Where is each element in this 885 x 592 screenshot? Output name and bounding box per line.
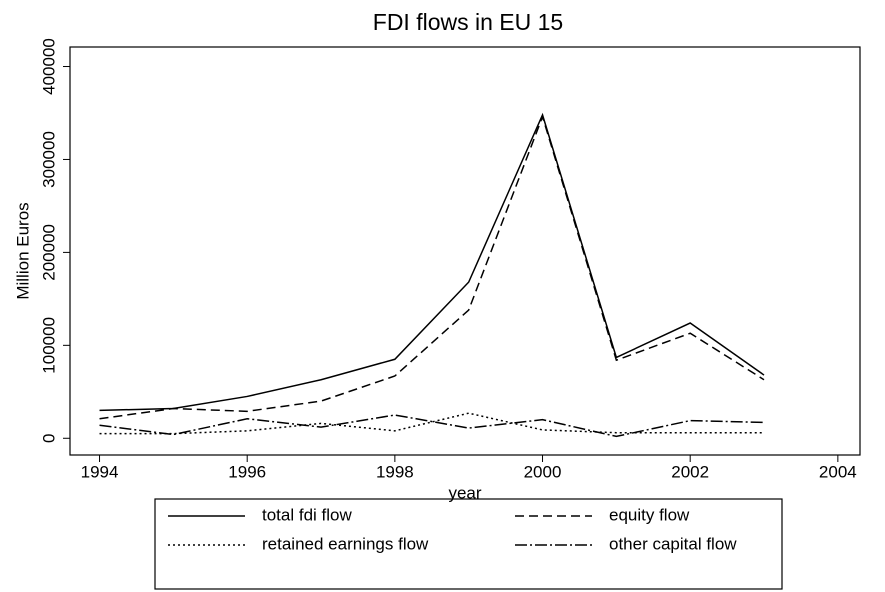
x-axis-label: year bbox=[448, 483, 481, 502]
legend-label: total fdi flow bbox=[262, 505, 352, 524]
series-line bbox=[99, 112, 765, 412]
chart-title: FDI flows in EU 15 bbox=[373, 9, 563, 35]
x-tick-label: 2000 bbox=[524, 462, 562, 481]
legend-label: retained earnings flow bbox=[262, 534, 429, 553]
x-tick-label: 2002 bbox=[671, 462, 709, 481]
series-line bbox=[99, 114, 765, 420]
y-tick-label: 100000 bbox=[39, 317, 58, 374]
x-tick-label: 1998 bbox=[376, 462, 414, 481]
y-tick-label: 200000 bbox=[39, 224, 58, 281]
plot-frame bbox=[69, 46, 861, 456]
x-tick-label: 1996 bbox=[228, 462, 266, 481]
legend-box bbox=[154, 498, 783, 590]
x-tick-label: 2004 bbox=[819, 462, 857, 481]
x-tick-label: 1994 bbox=[81, 462, 119, 481]
legend-label: equity flow bbox=[609, 505, 690, 524]
y-tick-label: 300000 bbox=[39, 131, 58, 188]
y-axis-label: Million Euros bbox=[13, 202, 32, 299]
y-tick-label: 0 bbox=[39, 434, 58, 443]
series-line bbox=[99, 412, 765, 435]
y-tick-label: 400000 bbox=[39, 38, 58, 95]
legend-label: other capital flow bbox=[609, 534, 737, 553]
series-line bbox=[99, 414, 765, 438]
